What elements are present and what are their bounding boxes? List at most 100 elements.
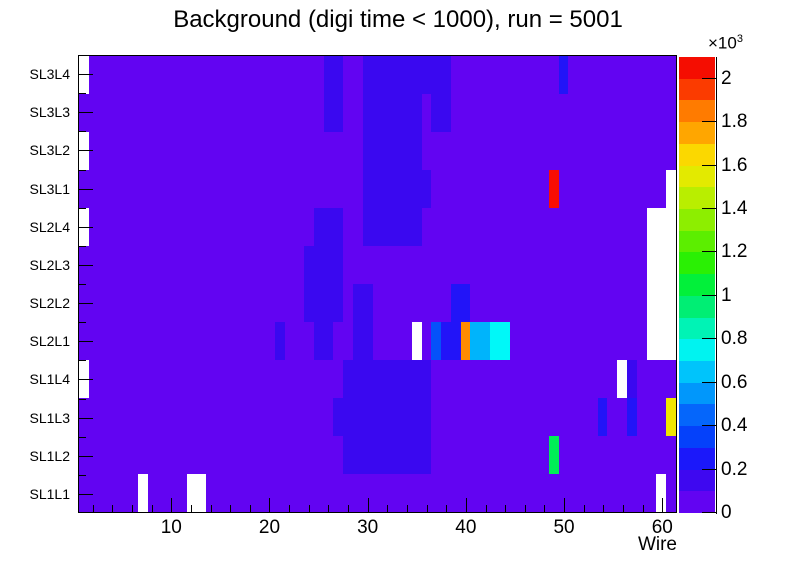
heatmap-cell (548, 170, 559, 208)
colorbar-tick (702, 251, 716, 253)
x-axis-minor-tick (583, 505, 585, 512)
y-axis-minor-tick (79, 360, 86, 362)
colorbar-exponent: ×103 (708, 33, 743, 54)
heatmap-cell (362, 131, 422, 246)
heatmap-cell (333, 398, 344, 436)
heatmap-cell (460, 322, 471, 360)
y-axis-row-label: SL3L4 (29, 66, 70, 83)
x-axis-minor-tick (544, 505, 546, 512)
heatmap-cell (431, 322, 442, 360)
x-axis-major-tick (564, 498, 566, 512)
y-axis-major-tick (79, 188, 93, 190)
colorbar-exponent-base: ×10 (708, 33, 737, 53)
x-axis-major-tick (269, 498, 271, 512)
x-axis-minor-tick (387, 505, 389, 512)
x-axis-minor-tick (485, 505, 487, 512)
heatmap-cell (666, 398, 676, 436)
x-axis-minor-tick (524, 505, 526, 512)
x-axis-tick-label: 10 (160, 517, 182, 538)
x-axis-tick-label: 40 (455, 517, 477, 538)
heatmap-cell (450, 284, 471, 322)
heatmap-cell (79, 359, 89, 398)
y-axis-row-label: SL1L3 (29, 409, 70, 426)
colorbar-tick-label: 0 (721, 502, 732, 523)
x-axis-minor-tick (249, 505, 251, 512)
colorbar-band (679, 339, 715, 362)
colorbar-axis-line (716, 57, 717, 514)
colorbar-band (679, 491, 715, 513)
heatmap-cell (431, 93, 451, 132)
x-axis-minor-tick (210, 505, 212, 512)
y-axis-major-tick (79, 303, 93, 305)
x-axis-minor-tick (151, 505, 153, 512)
heatmap-cell (597, 398, 608, 436)
x-axis-tick-label: 30 (357, 517, 379, 538)
x-axis-tick-label: 20 (258, 517, 281, 538)
colorbar-tick (702, 338, 716, 340)
heatmap-cell (411, 322, 422, 360)
colorbar-tick-label: 2 (721, 67, 732, 89)
y-axis-row-label: SL3L2 (29, 142, 70, 159)
y-axis-major-tick (79, 74, 93, 76)
y-axis-row-label: SL1L2 (29, 447, 70, 464)
colorbar-band (679, 404, 715, 427)
y-axis-major-tick (79, 379, 93, 381)
heatmap-cell (304, 246, 344, 322)
y-axis-row-label: SL3L3 (29, 104, 70, 121)
x-axis-minor-tick (190, 505, 192, 512)
x-axis-minor-tick (92, 505, 94, 512)
heatmap-cell (548, 436, 559, 474)
chart-title: Background (digi time < 1000), run = 500… (173, 6, 623, 33)
colorbar-band (679, 425, 715, 448)
heatmap-cell (490, 322, 510, 360)
heatmap-cell (627, 359, 637, 398)
colorbar-tick-label: 0.8 (721, 328, 748, 350)
heatmap-cell (274, 322, 285, 360)
y-axis-major-tick (79, 417, 93, 419)
colorbar-tick (702, 294, 716, 296)
x-axis-major-tick (367, 498, 369, 512)
x-axis-tick-label: 60 (651, 517, 673, 538)
x-axis-minor-tick (406, 505, 408, 512)
y-axis-minor-tick (79, 474, 86, 476)
x-axis-minor-tick (426, 505, 428, 512)
y-axis-major-tick (79, 455, 93, 457)
colorbar-tick-label: 0.6 (721, 371, 748, 393)
y-axis-row-label: SL3L1 (29, 180, 70, 197)
heatmap-cell (666, 170, 676, 360)
colorbar-band (679, 56, 715, 79)
heatmap-cell (558, 56, 569, 94)
colorbar-band (679, 273, 715, 296)
colorbar-band (679, 121, 715, 144)
colorbar-tick-label: 0.2 (721, 458, 748, 480)
heatmap-cell (617, 359, 628, 398)
y-axis-major-tick (79, 264, 93, 266)
x-axis-title: Wire (637, 534, 677, 555)
y-axis-minor-tick (79, 322, 86, 324)
y-axis-major-tick (79, 341, 93, 343)
heatmap-cell (627, 398, 637, 436)
colorbar-band (679, 447, 715, 470)
x-axis-minor-tick (505, 505, 507, 512)
heatmap-cell (441, 322, 461, 360)
x-axis-minor-tick (348, 505, 350, 512)
colorbar-band (679, 78, 715, 101)
x-axis-minor-tick (642, 505, 644, 512)
heatmap-cell (323, 56, 344, 132)
colorbar-band (679, 100, 715, 123)
heatmap-cell (362, 93, 422, 132)
heatmap-cell (313, 322, 334, 360)
y-axis-minor-tick (79, 436, 86, 438)
y-axis-row-label: SL2L2 (29, 295, 70, 312)
y-axis-major-tick (79, 112, 93, 114)
x-axis-major-tick (465, 498, 467, 512)
heatmap-cell (646, 207, 667, 360)
colorbar-tick (702, 381, 716, 383)
y-axis-minor-tick (79, 284, 86, 285)
heatmap-cell (353, 284, 373, 360)
x-axis-minor-tick (446, 505, 448, 512)
y-axis-minor-tick (79, 93, 86, 95)
x-axis-major-tick (662, 498, 664, 512)
colorbar-tick (702, 468, 716, 470)
